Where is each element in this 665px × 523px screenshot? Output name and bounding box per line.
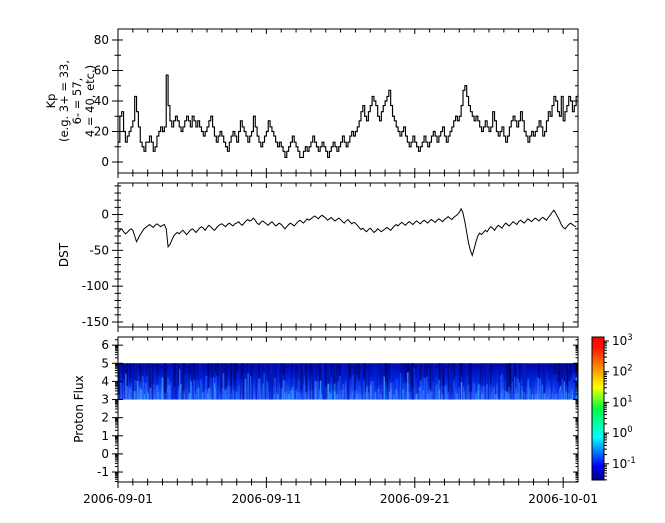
colorbar-tick-exponent: 1: [627, 394, 632, 404]
dst-panel: 0 -50 -100 -150: [82, 182, 579, 332]
colorbar-tick-label: 102: [612, 364, 633, 379]
x-tick-label: 2006-09-21: [380, 492, 450, 506]
y-tick-label: 3: [101, 393, 109, 407]
y-tick-label: 4: [101, 374, 109, 388]
colorbar-tick-exponent: -1: [627, 456, 635, 466]
y-tick-label: 1: [101, 429, 109, 443]
y-tick-label: 60: [94, 63, 109, 77]
y-tick-label: -100: [82, 279, 109, 293]
colorbar-tick-label: 101: [612, 394, 633, 409]
x-tick-label: 2006-09-01: [83, 492, 153, 506]
colorbar-bar: [591, 336, 605, 481]
x-tick-labels: 2006-09-01 2006-09-11 2006-09-21 2006-10-01: [83, 492, 598, 506]
y-tick-label: 0: [101, 208, 109, 222]
y-tick-label: 2: [101, 411, 109, 425]
y-tick-label: 40: [94, 94, 109, 108]
y-tick-label: -1: [97, 465, 109, 479]
colorbar-tick-label: 100: [612, 425, 633, 440]
y-tick-label: 5: [101, 356, 109, 370]
y-tick-label: 0: [101, 447, 109, 461]
kp-series: [118, 74, 578, 159]
x-tick-label: 2006-09-11: [232, 492, 302, 506]
proton-flux-band: [118, 363, 579, 400]
y-tick-label: -150: [82, 315, 109, 329]
dst-series: [117, 207, 577, 257]
y-tick-label: 0: [101, 155, 109, 169]
colorbar-tick-exponent: 2: [627, 364, 632, 374]
kp-panel: 0 20 40 60 80: [94, 28, 579, 178]
panel-border: [117, 336, 579, 483]
panel-border: [117, 28, 579, 174]
y-tick-label: 20: [94, 125, 109, 139]
colorbar-tick-exponent: 3: [627, 333, 632, 343]
colorbar-tick-label: 10-1: [612, 456, 636, 471]
panel-border: [117, 182, 579, 328]
x-tick-label: 2006-10-01: [528, 492, 598, 506]
colorbar-tick-exponent: 0: [627, 425, 632, 435]
proton-flux-panel: -1 0 1 2 3 4 5 6: [97, 336, 579, 488]
colorbar-tick-label: 103: [612, 333, 633, 348]
y-tick-label: 80: [94, 33, 109, 47]
y-tick-label: 6: [101, 338, 109, 352]
y-tick-label: -50: [89, 243, 109, 257]
